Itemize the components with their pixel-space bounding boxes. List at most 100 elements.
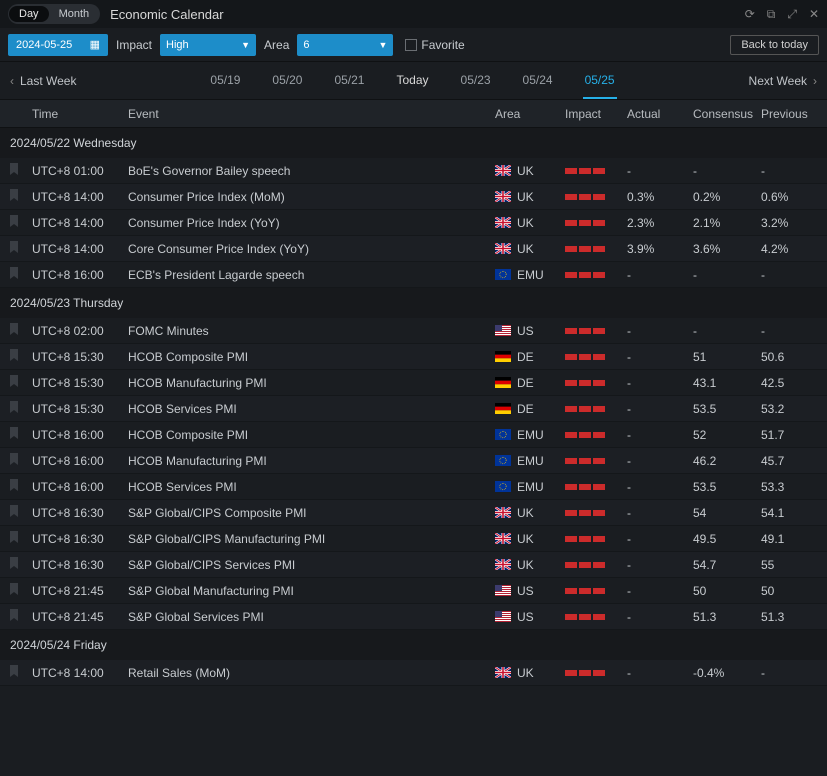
cell-consensus: -: [693, 164, 761, 178]
bookmark-icon[interactable]: [0, 189, 28, 204]
next-week-button[interactable]: Next Week ›: [749, 74, 817, 88]
event-row[interactable]: UTC+8 16:30S&P Global/CIPS Manufacturing…: [0, 526, 827, 552]
bookmark-icon[interactable]: [0, 531, 28, 546]
titlebar: Day Month Economic Calendar ⟳ ⧉ ⤢ ✕: [0, 0, 827, 28]
date-picker-value: 2024-05-25: [16, 39, 72, 51]
cell-area: US: [495, 610, 565, 624]
cell-consensus: 43.1: [693, 376, 761, 390]
event-row[interactable]: UTC+8 15:30HCOB Composite PMIDE-5150.6: [0, 344, 827, 370]
date-tab[interactable]: 05/23: [459, 63, 493, 99]
bookmark-icon[interactable]: [0, 401, 28, 416]
event-row[interactable]: UTC+8 02:00FOMC MinutesUS---: [0, 318, 827, 344]
event-row[interactable]: UTC+8 16:00ECB's President Lagarde speec…: [0, 262, 827, 288]
col-time: Time: [28, 107, 128, 121]
bookmark-icon[interactable]: [0, 163, 28, 178]
last-week-button[interactable]: ‹ Last Week: [10, 74, 76, 88]
cell-consensus: -: [693, 268, 761, 282]
cell-previous: -: [761, 324, 827, 338]
date-tab[interactable]: 05/20: [270, 63, 304, 99]
event-row[interactable]: UTC+8 14:00Consumer Price Index (MoM)UK0…: [0, 184, 827, 210]
cell-consensus: 0.2%: [693, 190, 761, 204]
bookmark-icon[interactable]: [0, 609, 28, 624]
cell-time: UTC+8 15:30: [28, 376, 128, 390]
bookmark-icon[interactable]: [0, 665, 28, 680]
event-row[interactable]: UTC+8 16:30S&P Global/CIPS Composite PMI…: [0, 500, 827, 526]
cell-consensus: 51.3: [693, 610, 761, 624]
event-row[interactable]: UTC+8 21:45S&P Global Manufacturing PMIU…: [0, 578, 827, 604]
flag-icon: [495, 585, 511, 596]
cell-impact: [565, 562, 627, 568]
event-table-body[interactable]: 2024/05/22 WednesdayUTC+8 01:00BoE's Gov…: [0, 128, 827, 736]
chevron-down-icon: ▼: [378, 40, 387, 50]
date-tab[interactable]: 05/24: [521, 63, 555, 99]
cell-area: UK: [495, 190, 565, 204]
cell-event: S&P Global/CIPS Manufacturing PMI: [128, 532, 495, 546]
cell-previous: 53.3: [761, 480, 827, 494]
bookmark-icon[interactable]: [0, 375, 28, 390]
refresh-icon[interactable]: ⟳: [745, 7, 755, 22]
view-month-tab[interactable]: Month: [49, 6, 100, 22]
col-consensus: Consensus: [693, 107, 761, 121]
cell-actual: -: [627, 480, 693, 494]
bookmark-icon[interactable]: [0, 453, 28, 468]
date-tab[interactable]: 05/25: [583, 63, 617, 99]
copy-icon[interactable]: ⧉: [767, 7, 776, 22]
bookmark-icon[interactable]: [0, 267, 28, 282]
cell-area: DE: [495, 402, 565, 416]
date-picker[interactable]: 2024-05-25 ▦: [8, 34, 108, 56]
area-select[interactable]: 6 ▼: [297, 34, 393, 56]
event-row[interactable]: UTC+8 16:00HCOB Manufacturing PMIEMU-46.…: [0, 448, 827, 474]
cell-area: EMU: [495, 454, 565, 468]
cell-event: S&P Global Manufacturing PMI: [128, 584, 495, 598]
cell-event: HCOB Manufacturing PMI: [128, 454, 495, 468]
cell-time: UTC+8 02:00: [28, 324, 128, 338]
event-row[interactable]: UTC+8 15:30HCOB Services PMIDE-53.553.2: [0, 396, 827, 422]
date-tab[interactable]: 05/19: [208, 63, 242, 99]
cell-event: HCOB Services PMI: [128, 402, 495, 416]
cell-previous: -: [761, 164, 827, 178]
event-row[interactable]: UTC+8 14:00Retail Sales (MoM)UK--0.4%-: [0, 660, 827, 686]
event-row[interactable]: UTC+8 14:00Core Consumer Price Index (Yo…: [0, 236, 827, 262]
bookmark-icon[interactable]: [0, 241, 28, 256]
bookmark-icon[interactable]: [0, 583, 28, 598]
cell-area: UK: [495, 242, 565, 256]
event-row[interactable]: UTC+8 16:00HCOB Services PMIEMU-53.553.3: [0, 474, 827, 500]
favorite-checkbox[interactable]: [405, 39, 417, 51]
flag-icon: [495, 325, 511, 336]
cell-consensus: 53.5: [693, 402, 761, 416]
cell-previous: -: [761, 268, 827, 282]
bookmark-icon[interactable]: [0, 323, 28, 338]
cell-area: EMU: [495, 268, 565, 282]
close-icon[interactable]: ✕: [809, 7, 819, 22]
cell-consensus: 3.6%: [693, 242, 761, 256]
impact-select[interactable]: High ▼: [160, 34, 256, 56]
back-to-today-button[interactable]: Back to today: [730, 35, 819, 55]
bookmark-icon[interactable]: [0, 505, 28, 520]
event-row[interactable]: UTC+8 14:00Consumer Price Index (YoY)UK2…: [0, 210, 827, 236]
cell-time: UTC+8 14:00: [28, 216, 128, 230]
bookmark-icon[interactable]: [0, 479, 28, 494]
event-row[interactable]: UTC+8 16:30S&P Global/CIPS Services PMIU…: [0, 552, 827, 578]
event-row[interactable]: UTC+8 21:45S&P Global Services PMIUS-51.…: [0, 604, 827, 630]
col-area: Area: [495, 107, 565, 121]
cell-actual: -: [627, 558, 693, 572]
event-row[interactable]: UTC+8 01:00BoE's Governor Bailey speechU…: [0, 158, 827, 184]
bookmark-icon[interactable]: [0, 557, 28, 572]
view-day-tab[interactable]: Day: [9, 6, 49, 22]
bookmark-icon[interactable]: [0, 215, 28, 230]
favorite-toggle[interactable]: Favorite: [405, 38, 464, 52]
event-row[interactable]: UTC+8 15:30HCOB Manufacturing PMIDE-43.1…: [0, 370, 827, 396]
cell-event: HCOB Composite PMI: [128, 428, 495, 442]
cell-impact: [565, 458, 627, 464]
cell-impact: [565, 406, 627, 412]
bookmark-icon[interactable]: [0, 349, 28, 364]
flag-icon: [495, 429, 511, 440]
expand-icon[interactable]: ⤢: [787, 7, 797, 22]
date-group-header: 2024/05/23 Thursday: [0, 288, 827, 318]
bookmark-icon[interactable]: [0, 427, 28, 442]
date-tab[interactable]: 05/21: [332, 63, 366, 99]
flag-icon: [495, 403, 511, 414]
cell-previous: 49.1: [761, 532, 827, 546]
event-row[interactable]: UTC+8 16:00HCOB Composite PMIEMU-5251.7: [0, 422, 827, 448]
date-tab[interactable]: Today: [394, 63, 430, 99]
